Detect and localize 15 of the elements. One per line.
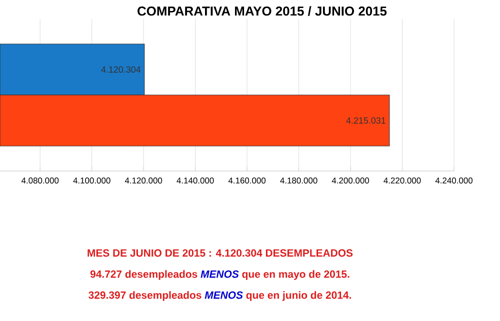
- text: 94.727 desempleados MENOS que en mayo de 2015.: [90, 270, 350, 280]
- x-tick-label: 4.160.000: [228, 178, 266, 184]
- x-tick-label: 4.200.000: [332, 178, 370, 184]
- x-tick-label: 4.080.000: [21, 178, 59, 184]
- x-tick-label: 4.240.000: [435, 178, 473, 184]
- x-tick-label: 4.220.000: [384, 178, 421, 184]
- x-tick-label: 4.180.000: [280, 178, 318, 184]
- text: MES DE JUNIO DE 2015 : 4.120.304 DESEMPLEADOS: [88, 249, 353, 257]
- text: 329.397 desempleados MENOS que en junio de 2014.: [88, 291, 351, 301]
- x-tick-label: 4.100.000: [73, 178, 110, 184]
- data-label: 4.120.304: [101, 66, 141, 73]
- x-tick-label: 4.140.000: [176, 178, 214, 184]
- x-tick-label: 4.120.000: [124, 178, 162, 184]
- data-label: 4.215.031: [346, 117, 386, 124]
- chart-title: COMPARATIVA MAYO 2015 / JUNIO 2015: [138, 6, 387, 16]
